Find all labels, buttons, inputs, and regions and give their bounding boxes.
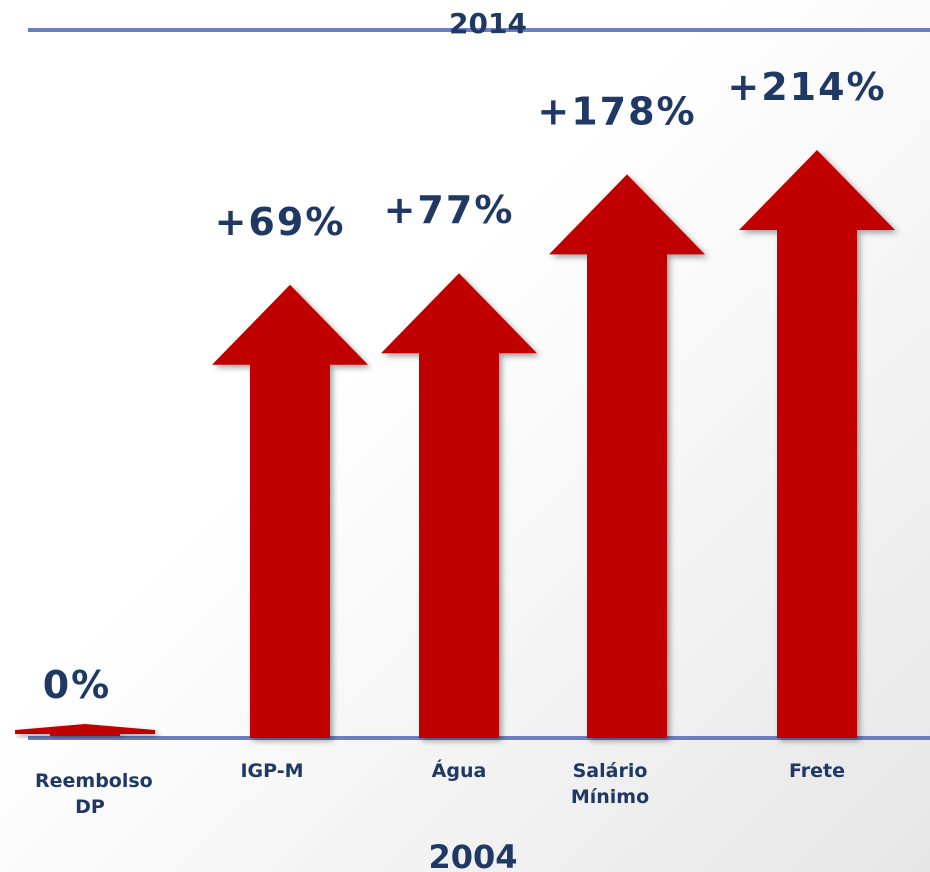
category-label: IGP-M	[240, 760, 304, 782]
chart-title: 2014	[449, 7, 527, 40]
arrow	[381, 273, 537, 738]
value-label: +69%	[215, 200, 346, 244]
category-label: Água	[431, 760, 487, 782]
arrow	[15, 724, 155, 736]
value-label: +178%	[537, 89, 696, 133]
category-label: Frete	[789, 760, 845, 782]
category-label: Salário Mínimo	[570, 760, 650, 808]
arrow	[739, 150, 895, 738]
value-label: +77%	[384, 188, 515, 232]
value-label: +214%	[727, 65, 886, 109]
arrow	[212, 284, 368, 738]
value-label: 0%	[43, 663, 112, 707]
arrow	[549, 174, 705, 739]
x-label: 2004	[428, 838, 517, 872]
category-label: Reembolso DP	[35, 770, 153, 818]
